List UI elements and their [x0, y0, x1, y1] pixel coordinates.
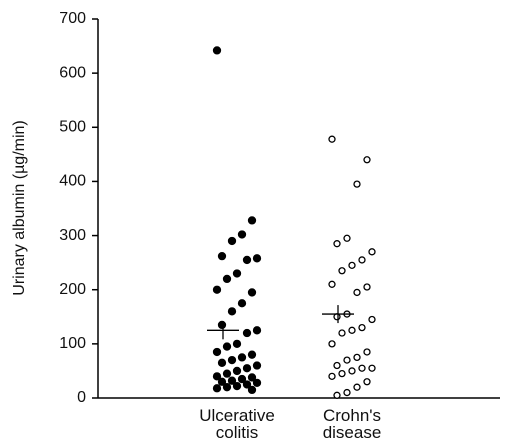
- data-point: [242, 328, 252, 338]
- data-point: [358, 364, 366, 372]
- x-tick-label: Crohn's disease: [322, 406, 382, 442]
- data-point: [353, 353, 361, 362]
- data-point: [217, 251, 227, 261]
- data-point: [368, 364, 376, 372]
- data-point: [328, 280, 336, 288]
- data-point: [363, 348, 371, 356]
- data-point: [252, 378, 262, 387]
- data-point: [247, 216, 257, 225]
- data-point: [363, 378, 371, 386]
- y-tick-label: 200: [59, 281, 86, 298]
- data-point: [363, 156, 371, 164]
- data-point: [328, 372, 336, 380]
- data-point: [343, 388, 351, 397]
- data-point: [237, 374, 247, 384]
- data-point: [217, 358, 227, 367]
- data-point: [212, 372, 222, 381]
- data-point: [333, 391, 341, 399]
- data-point: [353, 383, 361, 391]
- data-point: [247, 288, 257, 297]
- data-point: [333, 240, 341, 248]
- data-point: [242, 364, 252, 373]
- data-point: [247, 385, 257, 395]
- data-point: [338, 329, 346, 337]
- data-point: [227, 307, 237, 316]
- data-point: [212, 347, 222, 357]
- data-point: [252, 326, 262, 335]
- data-point: [343, 234, 351, 242]
- data-point: [232, 381, 242, 391]
- y-tick-label: 500: [59, 119, 86, 136]
- data-point: [242, 255, 252, 265]
- data-point: [338, 267, 346, 275]
- data-point: [247, 350, 257, 359]
- data-point: [217, 377, 227, 386]
- data-point: [333, 361, 341, 370]
- data-point: [237, 230, 247, 239]
- data-point: [212, 285, 222, 294]
- y-tick-label: 300: [59, 227, 86, 244]
- data-point: [338, 369, 346, 378]
- y-tick-label: 700: [59, 10, 86, 27]
- data-point: [328, 340, 336, 348]
- data-point: [222, 369, 232, 378]
- data-point: [363, 283, 371, 291]
- data-point: [217, 320, 227, 330]
- data-point: [328, 135, 336, 143]
- y-tick-label: 600: [59, 64, 86, 81]
- x-tick-label: Ulcerative colitis: [199, 406, 275, 442]
- data-point: [348, 367, 356, 375]
- data-point: [227, 376, 237, 385]
- data-point: [358, 323, 366, 332]
- data-point: [232, 269, 242, 278]
- data-point: [368, 315, 376, 324]
- data-point: [368, 248, 376, 256]
- data-point: [343, 356, 351, 364]
- data-point: [227, 355, 237, 365]
- data-point: [227, 236, 237, 246]
- data-point: [358, 256, 366, 264]
- data-point: [222, 383, 232, 392]
- data-point: [212, 384, 222, 393]
- data-point: [348, 261, 356, 270]
- data-point: [232, 366, 242, 376]
- data-point: [252, 254, 262, 263]
- data-point: [212, 46, 222, 55]
- y-tick-label: 400: [59, 173, 86, 190]
- data-point: [237, 299, 247, 308]
- y-axis-label: Urinary albumin (µg/min): [11, 120, 28, 295]
- data-point: [232, 339, 242, 349]
- data-point: [353, 180, 361, 188]
- y-tick-label: 100: [59, 335, 86, 352]
- y-tick-label: 0: [77, 389, 86, 406]
- data-point: [237, 353, 247, 362]
- data-point: [252, 361, 262, 370]
- data-point: [222, 274, 232, 284]
- data-point: [242, 380, 252, 389]
- data-point: [247, 373, 257, 382]
- data-point: [353, 288, 361, 297]
- data-point: [222, 342, 232, 351]
- data-point: [348, 326, 356, 334]
